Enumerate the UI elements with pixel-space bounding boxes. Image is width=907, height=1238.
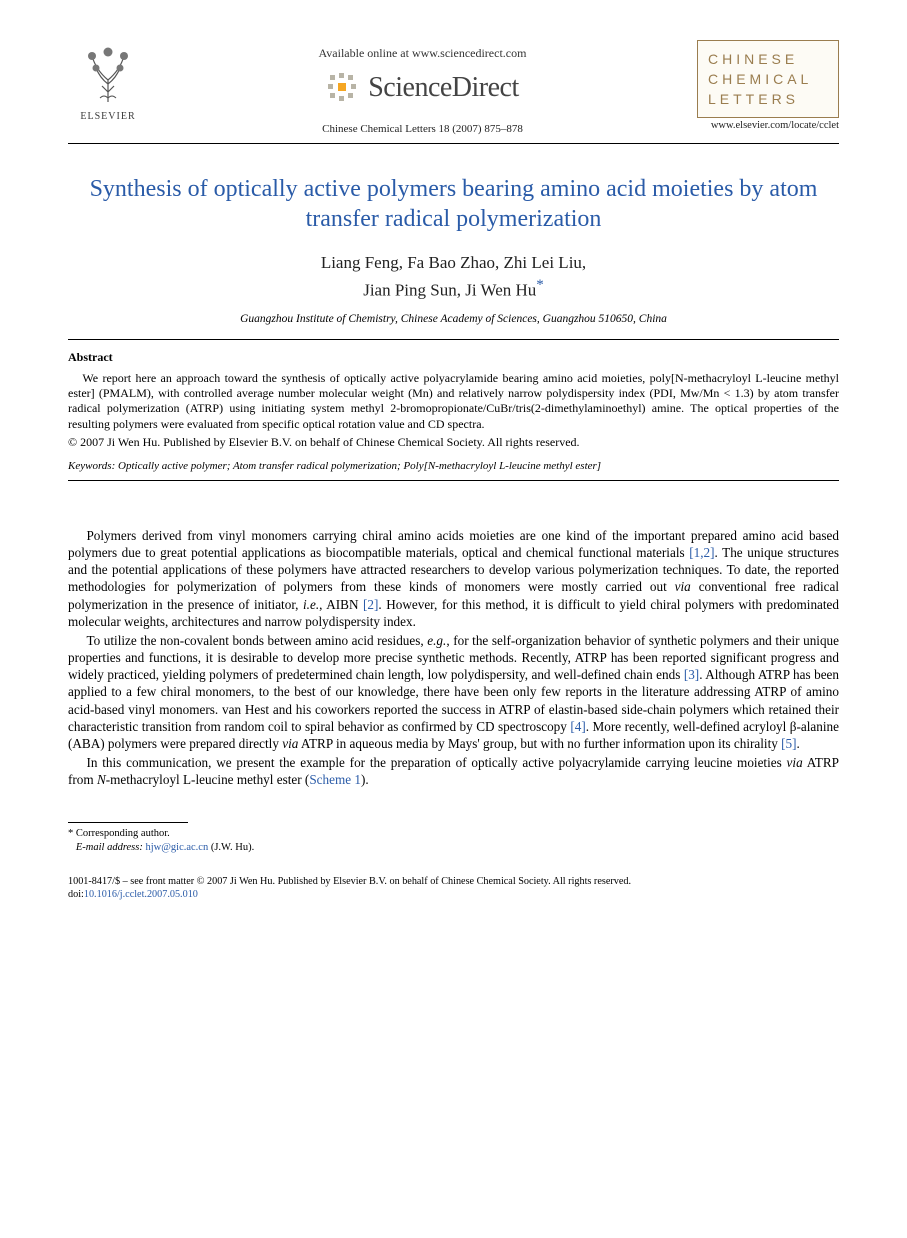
ref-2[interactable]: [2] bbox=[363, 597, 378, 612]
affil-rule bbox=[68, 339, 839, 340]
body-p1: Polymers derived from vinyl monomers car… bbox=[68, 527, 839, 630]
footnote-block: * Corresponding author. E-mail address: … bbox=[68, 827, 839, 854]
keywords-rule bbox=[68, 480, 839, 481]
ref-4[interactable]: [4] bbox=[570, 719, 585, 734]
via-2: via bbox=[282, 736, 298, 751]
body-p3a: In this communication, we present the ex… bbox=[86, 755, 786, 770]
header-row: ELSEVIER Available online at www.science… bbox=[68, 40, 839, 135]
email-label: E-mail address: bbox=[76, 842, 143, 853]
doi-label: doi: bbox=[68, 889, 84, 900]
footnote-rule bbox=[68, 822, 188, 823]
email-tail: (J.W. Hu). bbox=[208, 842, 254, 853]
doi-link[interactable]: 10.1016/j.cclet.2007.05.010 bbox=[84, 889, 198, 900]
body-p2e: ATRP in aqueous media by Mays' group, bu… bbox=[298, 736, 781, 751]
sciencedirect-logo: ScienceDirect bbox=[148, 71, 697, 105]
ref-3[interactable]: [3] bbox=[684, 667, 699, 682]
body-block: Polymers derived from vinyl monomers car… bbox=[68, 527, 839, 788]
corresponding-author-label: * Corresponding author. bbox=[68, 827, 839, 841]
keywords-text: Optically active polymer; Atom transfer … bbox=[115, 460, 601, 472]
journal-line-3: LETTERS bbox=[708, 91, 828, 107]
ital-N: N bbox=[97, 772, 106, 787]
journal-line-2: CHEMICAL bbox=[708, 71, 828, 87]
via-3: via bbox=[787, 755, 803, 770]
body-p2: To utilize the non-covalent bonds betwee… bbox=[68, 632, 839, 752]
abstract-body: We report here an approach toward the sy… bbox=[68, 371, 839, 432]
body-p3: In this communication, we present the ex… bbox=[68, 754, 839, 788]
via-1: via bbox=[675, 579, 691, 594]
ref-1-2[interactable]: [1,2] bbox=[689, 545, 714, 560]
sciencedirect-text: ScienceDirect bbox=[368, 72, 519, 104]
body-p3c: -methacryloyl L-leucine methyl ester ( bbox=[106, 772, 310, 787]
body-p3d: ). bbox=[361, 772, 369, 787]
eg-1: e.g. bbox=[427, 633, 446, 648]
email-line: E-mail address: hjw@gic.ac.cn (J.W. Hu). bbox=[68, 841, 839, 855]
authors: Liang Feng, Fa Bao Zhao, Zhi Lei Liu, Ji… bbox=[68, 252, 839, 303]
abstract-heading: Abstract bbox=[68, 350, 839, 365]
abstract-text: We report here an approach toward the sy… bbox=[68, 371, 839, 431]
authors-line-2: Jian Ping Sun, Ji Wen Hu bbox=[363, 281, 536, 300]
scheme-1-link[interactable]: Scheme 1 bbox=[309, 772, 361, 787]
copyright-line: © 2007 Ji Wen Hu. Published by Elsevier … bbox=[68, 435, 839, 450]
elsevier-label: ELSEVIER bbox=[68, 111, 148, 122]
journal-line-1: CHINESE bbox=[708, 51, 828, 67]
front-matter-line: 1001-8417/$ – see front matter © 2007 Ji… bbox=[68, 875, 839, 888]
affiliation: Guangzhou Institute of Chemistry, Chines… bbox=[68, 313, 839, 325]
corresponding-star-icon: * bbox=[536, 277, 544, 293]
available-online-text: Available online at www.sciencedirect.co… bbox=[148, 46, 697, 61]
body-p2a: To utilize the non-covalent bonds betwee… bbox=[86, 633, 427, 648]
journal-block: CHINESE CHEMICAL LETTERS www.elsevier.co… bbox=[697, 40, 839, 131]
email-link[interactable]: hjw@gic.ac.cn bbox=[143, 842, 208, 853]
keywords-line: Keywords: Optically active polymer; Atom… bbox=[68, 460, 839, 472]
doi-line: doi:10.1016/j.cclet.2007.05.010 bbox=[68, 888, 839, 901]
ref-5[interactable]: [5] bbox=[781, 736, 796, 751]
elsevier-tree-icon bbox=[78, 40, 138, 104]
locate-url[interactable]: www.elsevier.com/locate/cclet bbox=[697, 120, 839, 131]
article-title: Synthesis of optically active polymers b… bbox=[68, 174, 839, 234]
body-p1d: , AIBN bbox=[319, 597, 363, 612]
keywords-label: Keywords: bbox=[68, 460, 115, 472]
ie-1: i.e. bbox=[303, 597, 319, 612]
journal-name-box: CHINESE CHEMICAL LETTERS bbox=[697, 40, 839, 118]
header-rule bbox=[68, 143, 839, 144]
body-p2f: . bbox=[797, 736, 800, 751]
authors-line-1: Liang Feng, Fa Bao Zhao, Zhi Lei Liu, bbox=[321, 253, 586, 272]
sciencedirect-burst-icon bbox=[326, 71, 360, 105]
bottom-block: 1001-8417/$ – see front matter © 2007 Ji… bbox=[68, 875, 839, 902]
center-header: Available online at www.sciencedirect.co… bbox=[148, 40, 697, 135]
citation-line: Chinese Chemical Letters 18 (2007) 875–8… bbox=[148, 123, 697, 135]
elsevier-logo-block: ELSEVIER bbox=[68, 40, 148, 122]
